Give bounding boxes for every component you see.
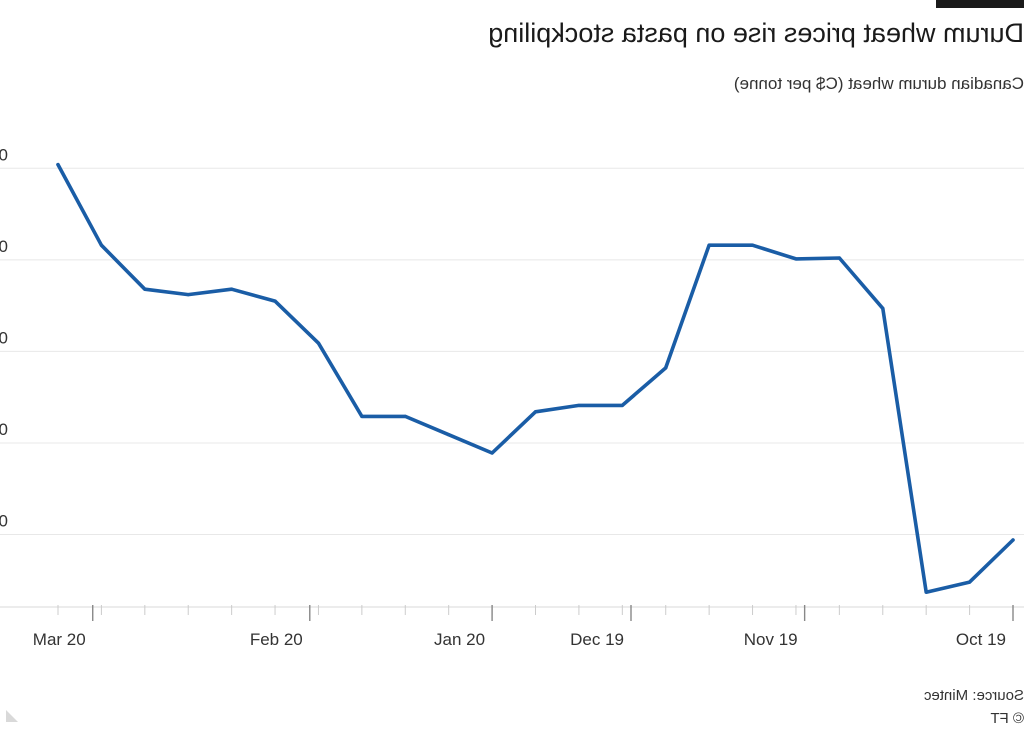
data-point xyxy=(230,287,234,291)
data-point xyxy=(143,287,147,291)
series-layer xyxy=(56,162,1015,595)
data-point xyxy=(577,403,581,408)
data-point xyxy=(316,341,321,345)
data-point xyxy=(56,163,60,167)
corner-mark xyxy=(6,710,18,722)
series-line xyxy=(56,162,1015,595)
x-tick-label: Oct 19 xyxy=(956,630,1006,649)
x-tick-labels: Oct 19 Nov 19 Dec 19 Jan 20 Feb 20 Mar 20 xyxy=(33,630,1006,649)
data-point xyxy=(620,403,624,408)
x-axis xyxy=(0,605,1024,621)
data-point xyxy=(360,414,364,419)
data-point xyxy=(750,243,755,247)
data-point xyxy=(447,433,451,437)
source-note: Source: Mintec xyxy=(923,687,1024,704)
x-tick-label: Nov 19 xyxy=(744,630,798,649)
data-point xyxy=(967,580,972,584)
x-tick-label: Mar 20 xyxy=(33,630,86,649)
data-point xyxy=(186,293,190,297)
data-point xyxy=(99,243,104,247)
copyright-note: © FT xyxy=(990,710,1024,727)
y-tick-label: 420 xyxy=(0,145,8,164)
x-tick-label: Dec 19 xyxy=(570,630,624,649)
data-point xyxy=(707,243,711,247)
y-tick-label: 400 xyxy=(0,328,8,347)
x-tick-label: Jan 20 xyxy=(434,630,485,649)
data-point xyxy=(794,257,798,261)
data-point xyxy=(924,590,928,594)
y-tick-label: 380 xyxy=(0,512,8,531)
data-point xyxy=(664,366,668,370)
data-point xyxy=(837,256,841,260)
x-tick-label: Feb 20 xyxy=(250,630,303,649)
y-tick-label: 410 xyxy=(0,237,8,256)
data-point xyxy=(403,414,407,419)
data-point xyxy=(490,451,494,455)
y-tick-labels: 380 390 400 410 420 xyxy=(0,145,8,530)
y-tick-label: 390 xyxy=(0,420,8,439)
data-point xyxy=(1011,538,1015,542)
data-point xyxy=(533,410,538,414)
data-point xyxy=(881,306,885,310)
data-point xyxy=(273,299,277,303)
grid-lines xyxy=(0,167,1024,536)
